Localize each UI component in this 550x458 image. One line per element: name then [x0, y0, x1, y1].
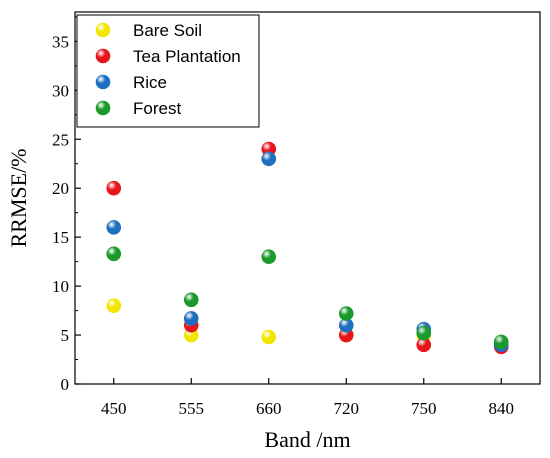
- data-point: [183, 311, 199, 326]
- x-tick-label: 750: [411, 399, 437, 418]
- x-axis-title: Band /nm: [264, 427, 350, 452]
- legend: Bare Soil Tea Plantation Rice Forest: [76, 14, 260, 128]
- legend-marker: [95, 100, 111, 116]
- legend-label: Forest: [133, 99, 181, 118]
- legend-label: Tea Plantation: [133, 47, 241, 66]
- y-tick-label: 15: [52, 228, 69, 247]
- axes: 0 5 10 15 20 25 30 35 450 555 660 720 750 840: [52, 11, 541, 418]
- legend-marker: [95, 74, 111, 90]
- legend-label: Rice: [133, 73, 167, 92]
- data-point: [338, 306, 354, 321]
- y-tick-label: 20: [52, 179, 69, 198]
- y-tick-label: 10: [52, 277, 69, 296]
- data-point: [106, 298, 122, 313]
- data-point: [416, 325, 432, 341]
- data-points: [106, 141, 509, 355]
- y-tick-label: 25: [52, 130, 69, 149]
- data-point: [261, 329, 277, 345]
- x-tick-label: 840: [489, 399, 515, 418]
- legend-label: Bare Soil: [133, 21, 202, 40]
- data-point: [106, 246, 122, 262]
- x-tick-label: 555: [179, 399, 205, 418]
- legend-marker: [95, 22, 111, 38]
- data-point: [106, 220, 122, 235]
- y-axis-title: RRMSE/%: [6, 148, 31, 247]
- y-tick-label: 35: [52, 32, 69, 51]
- x-tick-label: 450: [101, 399, 127, 418]
- y-tick-label: 0: [61, 375, 70, 394]
- x-tick-label: 660: [256, 399, 282, 418]
- x-tick-label: 720: [334, 399, 360, 418]
- y-tick-label: 5: [61, 326, 70, 345]
- legend-marker: [95, 48, 111, 64]
- data-point: [493, 334, 509, 350]
- data-point: [261, 151, 277, 167]
- data-point: [183, 292, 199, 308]
- data-point: [106, 180, 122, 196]
- data-point: [261, 249, 277, 265]
- y-tick-label: 30: [52, 81, 69, 100]
- plot-frame: [74, 11, 541, 385]
